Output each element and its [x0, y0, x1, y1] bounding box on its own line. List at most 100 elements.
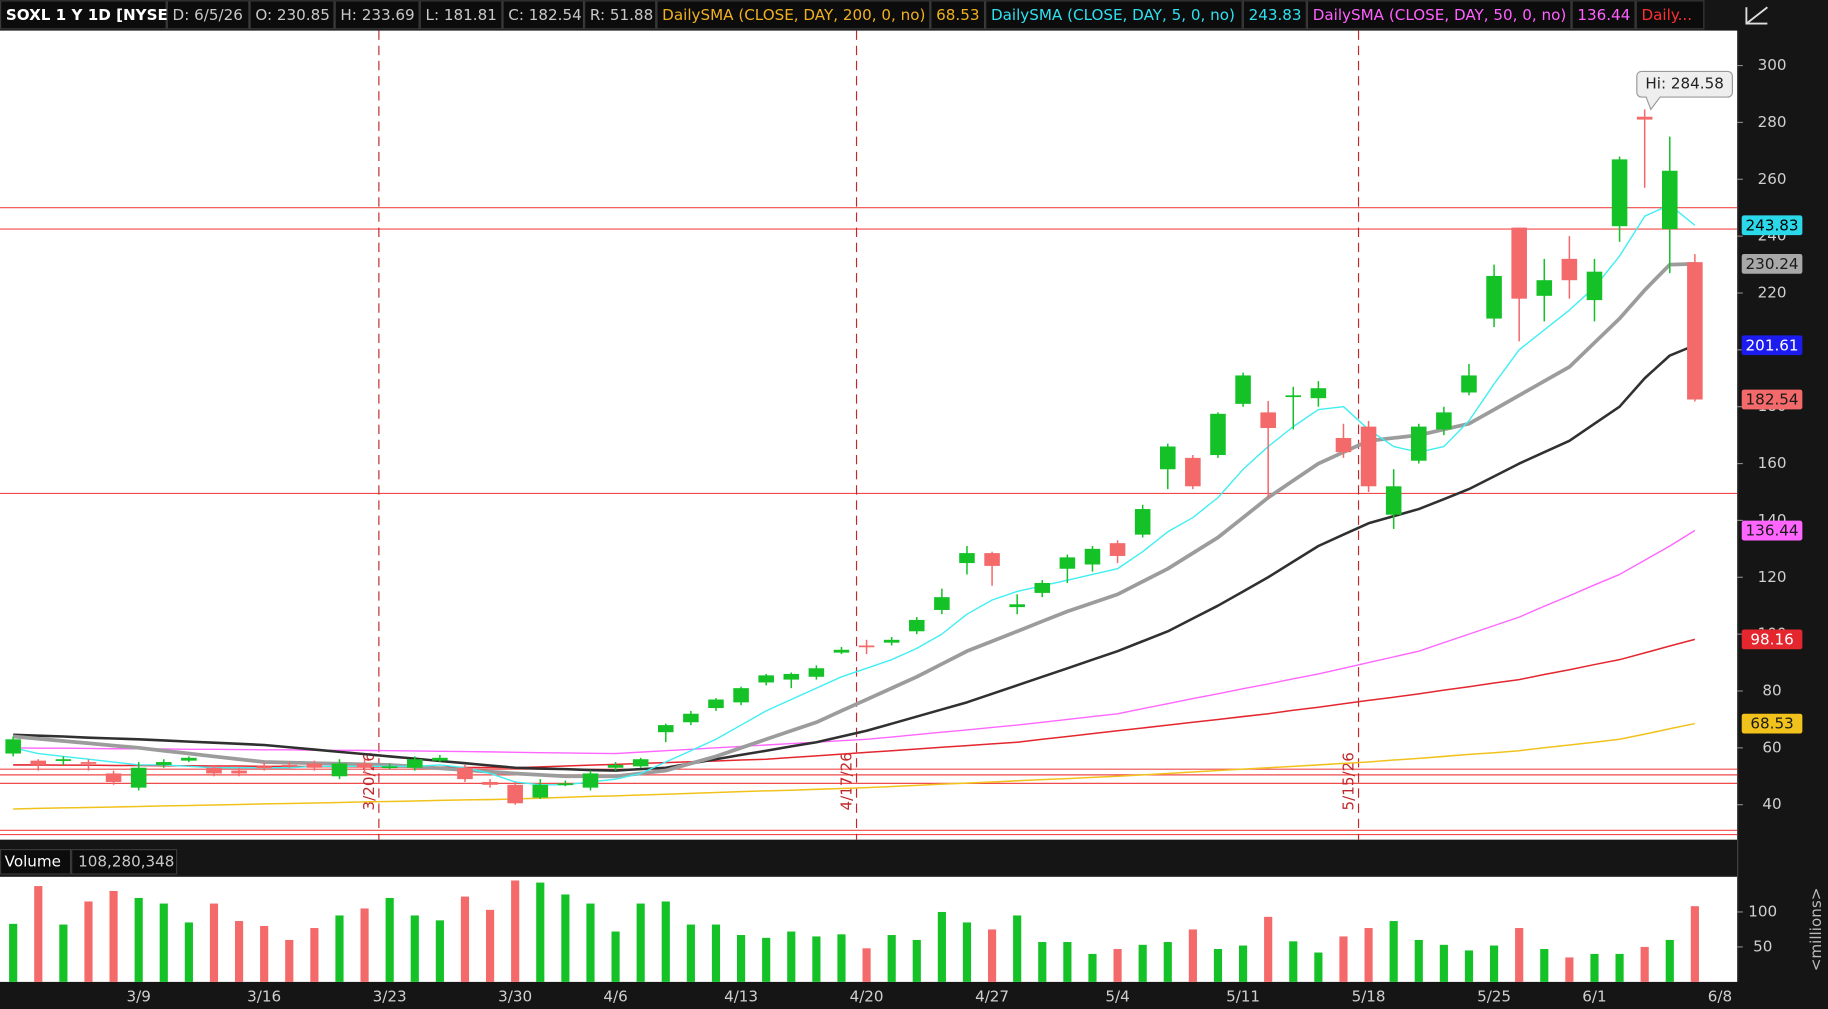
x-tick-label: 4/6 [603, 988, 627, 1006]
candle-body [406, 759, 423, 768]
y-tick-label: 80 [1762, 681, 1781, 699]
y-tick-label: 300 [1758, 56, 1787, 74]
header-text: D: 6/5/26 [173, 6, 243, 24]
volume-bar [887, 935, 896, 982]
header-cell [1306, 0, 1572, 30]
volume-bar [711, 924, 721, 982]
volume-bar [1389, 921, 1398, 982]
volume-bar [1464, 950, 1474, 982]
candle-body [883, 639, 900, 643]
header-text: L: 181.81 [426, 6, 497, 24]
volume-bar [611, 931, 620, 982]
header-cell [985, 0, 1243, 30]
volume-bar [435, 920, 444, 982]
volume-bar [862, 948, 871, 982]
header-cell [419, 0, 503, 30]
candle-body [607, 764, 624, 768]
header-cell [334, 0, 420, 30]
x-tick-label: 6/8 [1708, 988, 1732, 1006]
volume-last: 108,280,348 [78, 852, 174, 870]
price-label-bg [1741, 253, 1803, 274]
candle-body [1009, 604, 1025, 608]
candle-body [582, 773, 599, 788]
volume-bar [410, 915, 419, 982]
volume-bar [1590, 953, 1599, 982]
candle-body [30, 760, 47, 765]
volume-bar [1515, 928, 1524, 982]
header-text: DailySMA (CLOSE, DAY, 200, 0, no) [662, 6, 925, 24]
x-tick-label: 4/27 [975, 988, 1009, 1006]
volume-bar [1314, 952, 1323, 982]
volume-bar [1439, 944, 1448, 982]
volume-bar [736, 935, 746, 982]
x-tick-label: 3/16 [247, 988, 281, 1006]
candle-body [733, 688, 749, 703]
candle-body [632, 759, 649, 767]
volume-bar [1213, 949, 1223, 982]
y-tick-label: 260 [1758, 170, 1787, 188]
header-cell [1242, 0, 1307, 30]
header-text: SOXL 1 Y 1D [NYSE] [6, 6, 175, 24]
candle-body [5, 739, 21, 754]
price-label: 182.54 [1746, 391, 1799, 409]
volume-bar [260, 925, 269, 982]
candle-body [1034, 582, 1051, 593]
candle-body [1235, 375, 1251, 404]
price-label: 201.61 [1746, 336, 1799, 354]
volume-bar [987, 929, 997, 982]
icon-glyph [1745, 6, 1768, 25]
volume-bar [1113, 949, 1122, 982]
x-tick-label: 5/25 [1477, 988, 1511, 1006]
candle-body [507, 784, 523, 804]
candle-body [1285, 395, 1302, 398]
volume-bar [184, 922, 193, 982]
volume-bar [636, 903, 645, 982]
candle-body [808, 668, 825, 677]
volume-bar [209, 903, 219, 982]
candle-body [1461, 375, 1477, 393]
header-cell [584, 0, 657, 30]
candle-body [758, 675, 774, 683]
settings-icon[interactable] [1741, 2, 1773, 29]
volume-bar [109, 890, 118, 982]
x-tick-label: 3/23 [373, 988, 407, 1006]
candle-body [959, 553, 975, 564]
header-text: H: 233.69 [340, 6, 414, 24]
candle-body [381, 766, 398, 769]
candle-body [105, 773, 122, 782]
price-label: 136.44 [1746, 522, 1799, 540]
volume-bar [912, 939, 921, 982]
volume-unit: <millions> [1807, 888, 1825, 972]
header-cell [249, 0, 335, 30]
volume-bar [1138, 944, 1147, 982]
price-label-bg [1741, 335, 1803, 356]
volume-bar [1565, 957, 1574, 982]
volume-bar [962, 922, 972, 982]
candle-body [1059, 557, 1076, 569]
volume-bar [310, 928, 319, 982]
x-tick-label: 3/30 [498, 988, 532, 1006]
candle-body [181, 757, 197, 761]
y-tick-label: 280 [1758, 113, 1787, 131]
volume-title: Volume [5, 852, 61, 870]
volume-bar [159, 903, 168, 982]
volume-bar [1063, 942, 1072, 982]
candle-body [1486, 275, 1502, 319]
candle-body [482, 781, 498, 785]
header-text: 68.53 [936, 6, 979, 24]
candle-body [231, 770, 247, 774]
header-cell [1571, 0, 1636, 30]
y-tick-label: 220 [1758, 283, 1787, 301]
x-tick-label: 5/11 [1226, 988, 1260, 1006]
price-pane [0, 30, 1738, 840]
volume-bar [1540, 949, 1549, 982]
candle-body [557, 783, 574, 786]
candle-body [858, 645, 875, 648]
candle-body [1511, 227, 1527, 299]
volume-bar [586, 903, 595, 982]
candle-body [457, 767, 473, 780]
volume-bar [1088, 953, 1097, 982]
volume-bar [1289, 941, 1298, 982]
volume-bar [561, 894, 570, 982]
